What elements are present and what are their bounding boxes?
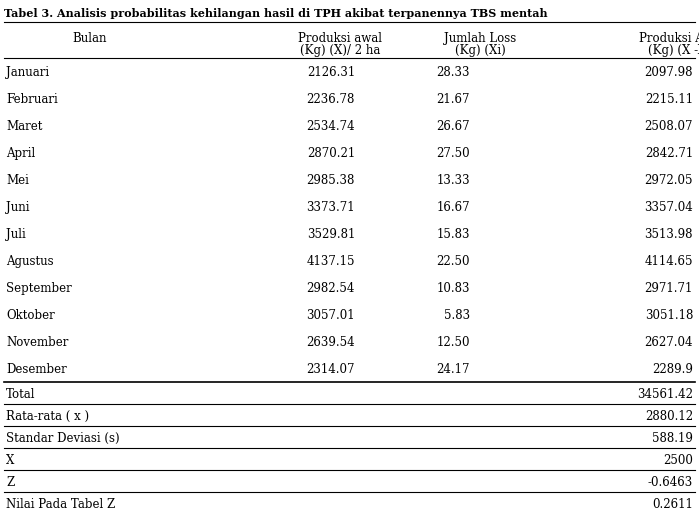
Text: Jumlah Loss: Jumlah Loss xyxy=(444,32,516,45)
Text: 2215.11: 2215.11 xyxy=(645,93,693,106)
Text: 22.50: 22.50 xyxy=(436,255,470,268)
Text: 26.67: 26.67 xyxy=(436,120,470,133)
Text: 12.50: 12.50 xyxy=(436,336,470,349)
Text: 3057.01: 3057.01 xyxy=(306,309,355,322)
Text: 3357.04: 3357.04 xyxy=(644,201,693,214)
Text: 16.67: 16.67 xyxy=(436,201,470,214)
Text: 2126.31: 2126.31 xyxy=(307,66,355,79)
Text: 3051.18: 3051.18 xyxy=(644,309,693,322)
Text: 2508.07: 2508.07 xyxy=(644,120,693,133)
Text: 27.50: 27.50 xyxy=(436,147,470,160)
Text: 2842.71: 2842.71 xyxy=(644,147,693,160)
Text: 2236.78: 2236.78 xyxy=(307,93,355,106)
Text: (Kg) (X -Xi ): (Kg) (X -Xi ) xyxy=(648,44,699,57)
Text: Produksi Akhir: Produksi Akhir xyxy=(639,32,699,45)
Text: 5.83: 5.83 xyxy=(444,309,470,322)
Text: September: September xyxy=(6,282,72,295)
Text: 2971.71: 2971.71 xyxy=(644,282,693,295)
Text: 34561.42: 34561.42 xyxy=(637,387,693,401)
Text: 2500: 2500 xyxy=(663,453,693,466)
Text: 21.67: 21.67 xyxy=(436,93,470,106)
Text: 3513.98: 3513.98 xyxy=(644,228,693,241)
Text: 2639.54: 2639.54 xyxy=(306,336,355,349)
Text: November: November xyxy=(6,336,69,349)
Text: 2972.05: 2972.05 xyxy=(644,174,693,187)
Text: 4114.65: 4114.65 xyxy=(644,255,693,268)
Text: Produksi awal: Produksi awal xyxy=(298,32,382,45)
Text: 2289.9: 2289.9 xyxy=(652,363,693,376)
Text: Maret: Maret xyxy=(6,120,43,133)
Text: Rata-rata ( x ): Rata-rata ( x ) xyxy=(6,409,89,423)
Text: 2880.12: 2880.12 xyxy=(645,409,693,423)
Text: Nilai Pada Tabel Z: Nilai Pada Tabel Z xyxy=(6,498,115,510)
Text: 24.17: 24.17 xyxy=(436,363,470,376)
Text: 588.19: 588.19 xyxy=(652,431,693,444)
Text: Januari: Januari xyxy=(6,66,49,79)
Text: -0.6463: -0.6463 xyxy=(648,476,693,488)
Text: 2985.38: 2985.38 xyxy=(307,174,355,187)
Text: Standar Deviasi (s): Standar Deviasi (s) xyxy=(6,431,120,444)
Text: Oktober: Oktober xyxy=(6,309,55,322)
Text: 10.83: 10.83 xyxy=(436,282,470,295)
Text: (Kg) (X)/ 2 ha: (Kg) (X)/ 2 ha xyxy=(300,44,380,57)
Text: 28.33: 28.33 xyxy=(436,66,470,79)
Text: Total: Total xyxy=(6,387,36,401)
Text: 15.83: 15.83 xyxy=(436,228,470,241)
Text: (Kg) (Xi): (Kg) (Xi) xyxy=(454,44,505,57)
Text: 3373.71: 3373.71 xyxy=(306,201,355,214)
Text: Desember: Desember xyxy=(6,363,66,376)
Text: Tabel 3. Analisis probabilitas kehilangan hasil di TPH akibat terpanennya TBS me: Tabel 3. Analisis probabilitas kehilanga… xyxy=(4,8,547,19)
Text: 2314.07: 2314.07 xyxy=(306,363,355,376)
Text: 2097.98: 2097.98 xyxy=(644,66,693,79)
Text: Agustus: Agustus xyxy=(6,255,54,268)
Text: 13.33: 13.33 xyxy=(436,174,470,187)
Text: 2870.21: 2870.21 xyxy=(307,147,355,160)
Text: Juli: Juli xyxy=(6,228,26,241)
Text: Juni: Juni xyxy=(6,201,29,214)
Text: Mei: Mei xyxy=(6,174,29,187)
Text: 2982.54: 2982.54 xyxy=(307,282,355,295)
Text: Z: Z xyxy=(6,476,14,488)
Text: 3529.81: 3529.81 xyxy=(307,228,355,241)
Text: 0.2611: 0.2611 xyxy=(652,498,693,510)
Text: April: April xyxy=(6,147,35,160)
Text: 4137.15: 4137.15 xyxy=(306,255,355,268)
Text: 2534.74: 2534.74 xyxy=(306,120,355,133)
Text: 2627.04: 2627.04 xyxy=(644,336,693,349)
Text: Februari: Februari xyxy=(6,93,58,106)
Text: Bulan: Bulan xyxy=(73,32,107,45)
Text: X: X xyxy=(6,453,15,466)
